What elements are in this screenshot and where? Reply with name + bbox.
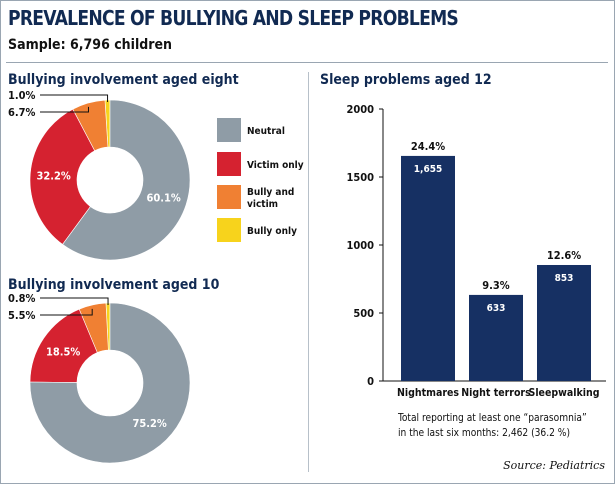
legend-label-victim-only: Victim only — [247, 160, 304, 171]
bar-nightmares — [401, 156, 455, 381]
donut2-label-bully-and-victim: 5.5% — [8, 309, 36, 322]
bar-value-label-nightmares: 1,655 — [414, 164, 442, 175]
bar-percent-label-nightmares: 24.4% — [411, 140, 445, 153]
bar-y-tick-label: 1500 — [346, 171, 374, 184]
donut1-label-victim-only: 32.2% — [36, 170, 70, 183]
donut1-label-bully-and-victim: 6.7% — [8, 106, 36, 119]
legend-swatch-victim-only — [217, 152, 241, 176]
legend-swatch-bully-only — [217, 218, 241, 242]
parasomnia-note: Total reporting at least one “parasomnia… — [398, 410, 587, 440]
bar-category-label-nightmares: Nightmares — [397, 387, 459, 399]
donut2-label-bully-only: 0.8% — [8, 292, 36, 305]
bar-y-tick-label: 2000 — [346, 103, 374, 116]
legend-label-bully-and-victim: victim — [247, 199, 278, 210]
bar-percent-label-night-terrors: 9.3% — [482, 279, 510, 292]
legend-label-neutral: Neutral — [247, 126, 285, 137]
note-line-1: Total reporting at least one “parasomnia… — [398, 410, 587, 425]
bar-value-label-night-terrors: 633 — [487, 303, 506, 314]
legend-swatch-bully-and-victim — [217, 185, 241, 209]
legend-label-bully-only: Bully only — [247, 226, 297, 237]
bar-value-label-sleepwalking: 853 — [555, 273, 574, 284]
donut1-label-neutral: 60.1% — [147, 192, 181, 205]
legend-label-bully-and-victim: Bully and — [247, 187, 294, 198]
bar-y-tick-label: 1000 — [346, 239, 374, 252]
note-line-2: in the last six months: 2,462 (36.2 %) — [398, 425, 587, 440]
bar-y-tick-label: 500 — [353, 307, 374, 320]
legend-swatch-neutral — [217, 118, 241, 142]
source-credit: Source: Pediatrics — [503, 459, 605, 472]
bar-category-label-night-terrors: Night terrors — [461, 387, 531, 399]
bar-percent-label-sleepwalking: 12.6% — [547, 249, 581, 262]
donut2-label-neutral: 75.2% — [133, 417, 167, 430]
donut1-label-bully-only: 1.0% — [8, 89, 36, 102]
bar-category-label-sleepwalking: Sleepwalking — [529, 387, 600, 399]
donut2-label-victim-only: 18.5% — [46, 345, 80, 358]
bar-y-tick-label: 0 — [367, 375, 374, 388]
